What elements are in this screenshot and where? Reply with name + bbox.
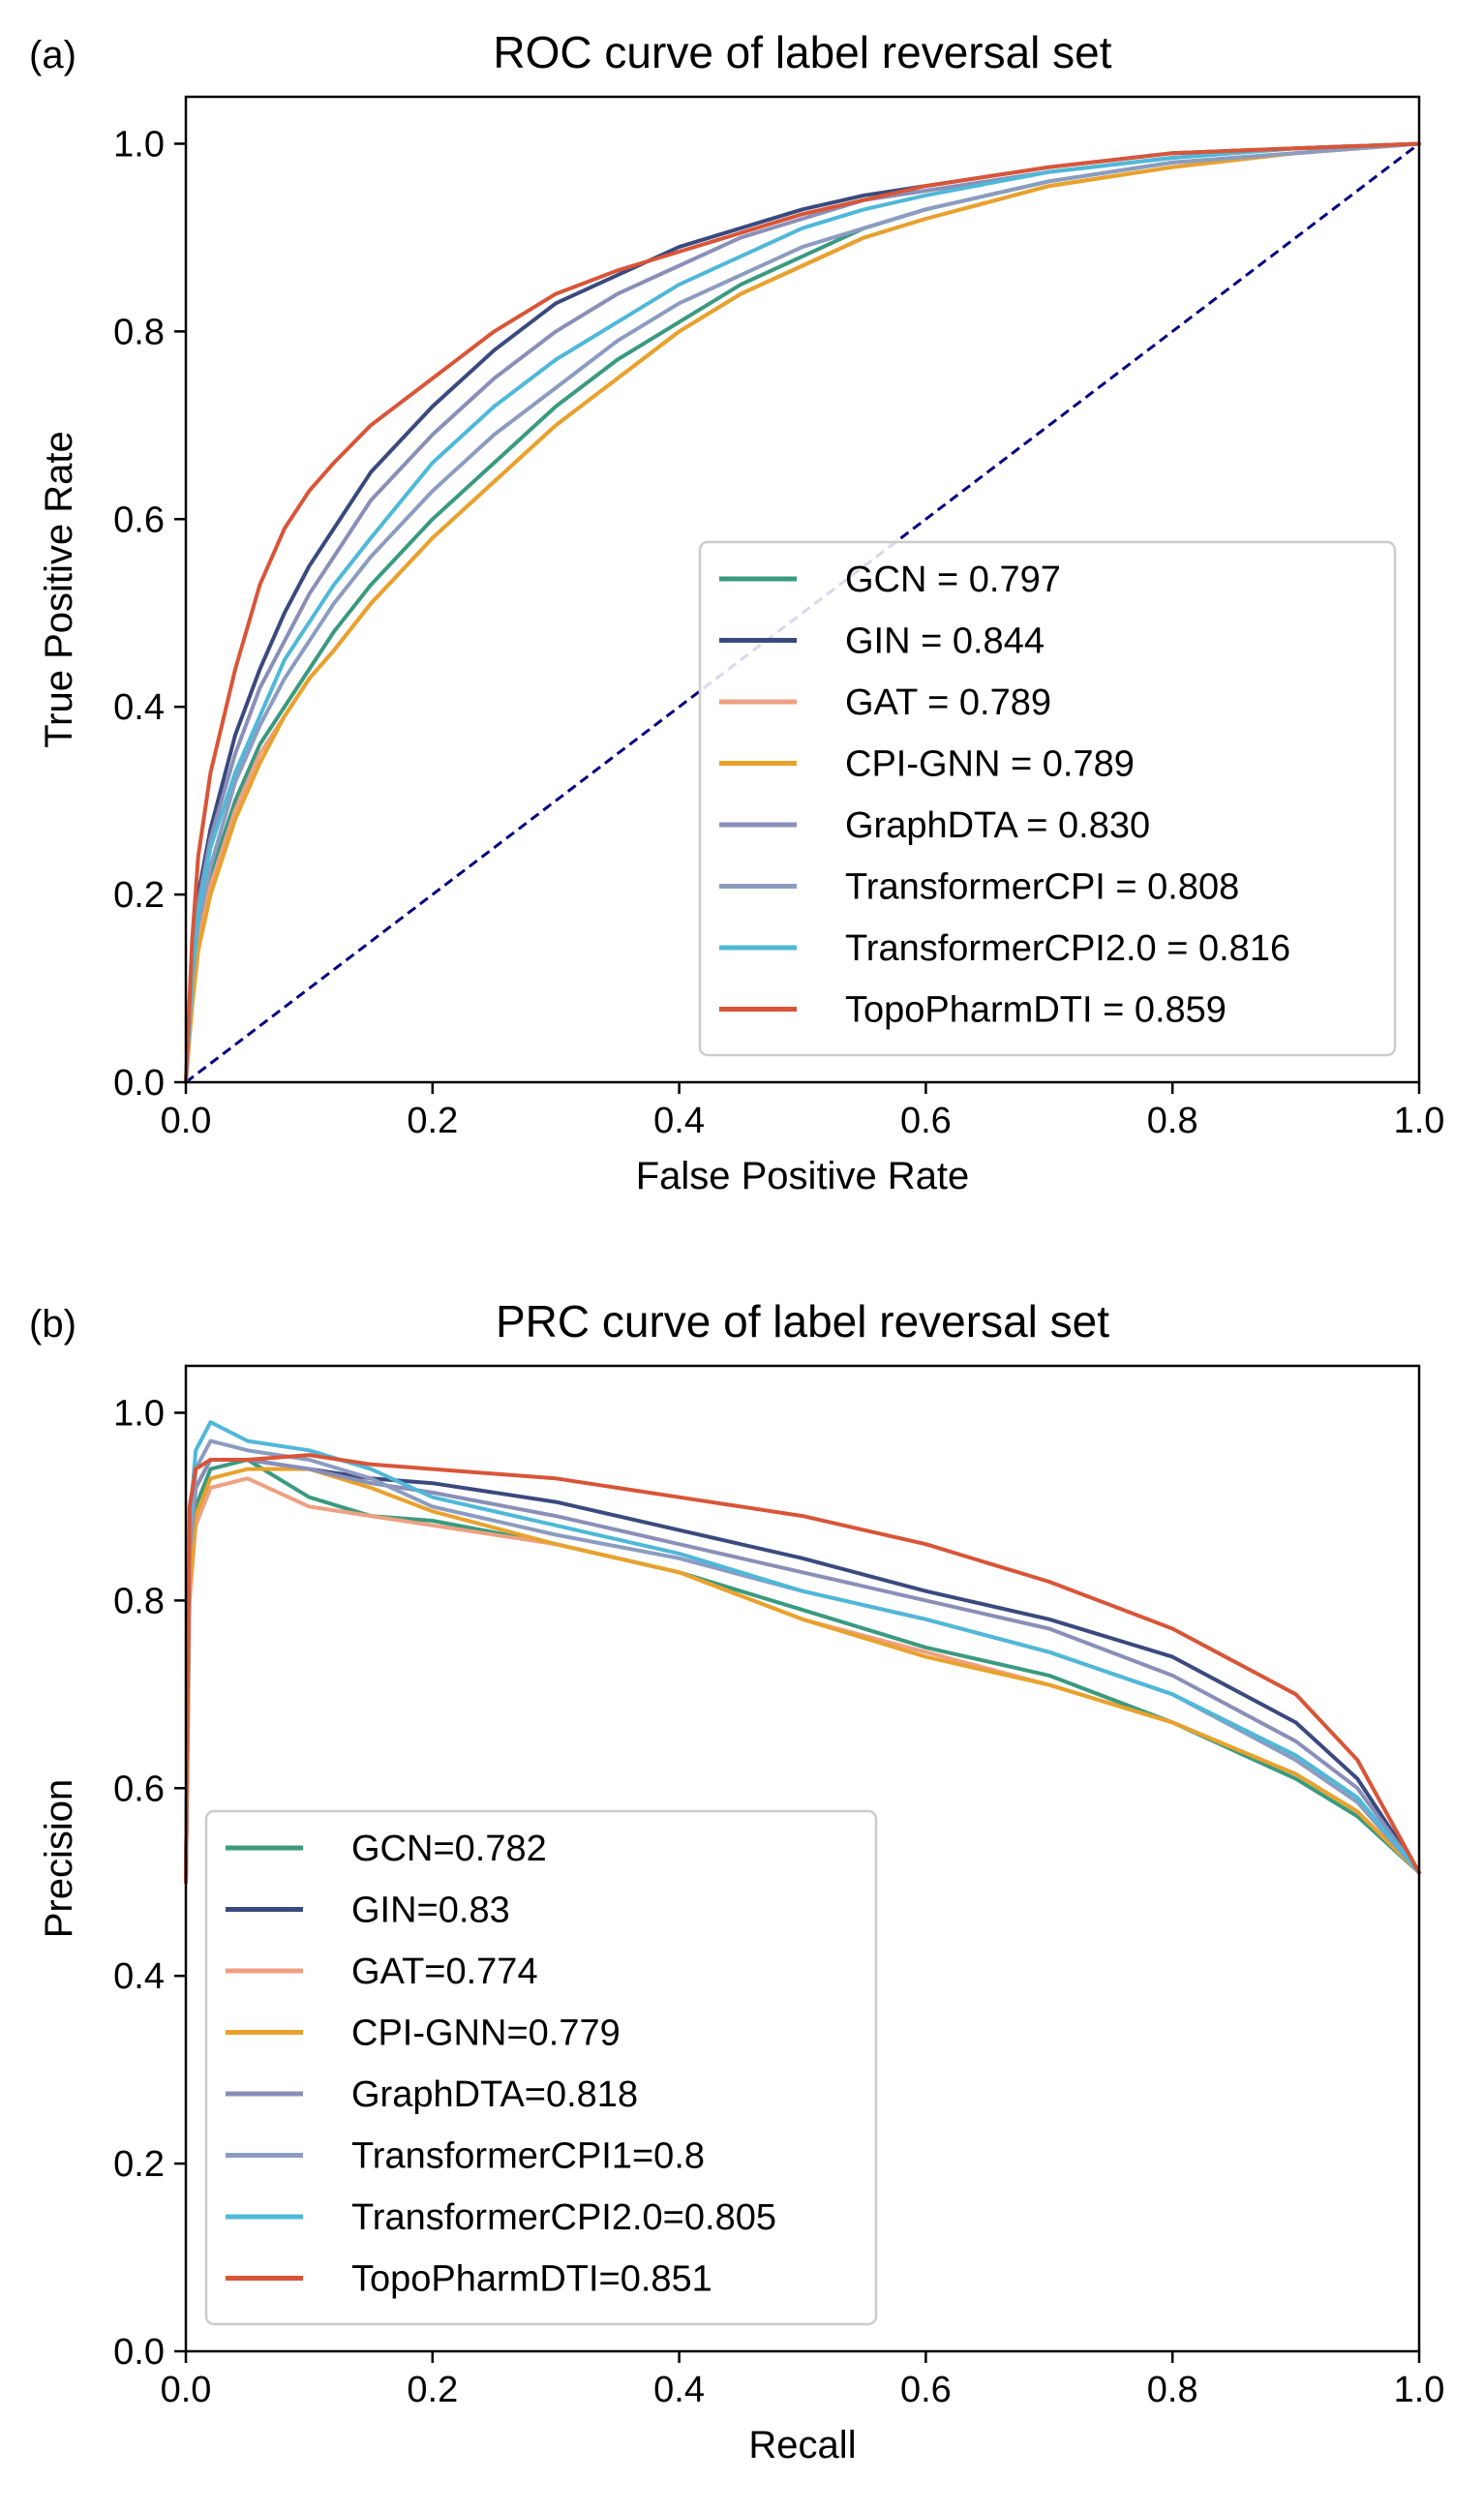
- legend-entry-5: TransformerCPI = 0.808: [845, 867, 1239, 908]
- legend: GCN=0.782 GIN=0.83 GAT=0.774 CPI-GNN=0.779 G…: [204, 1809, 878, 2326]
- series-line-7: [184, 1453, 1421, 1885]
- chart-title: ROC curve of label reversal set: [493, 27, 1111, 77]
- x-tick-label: 0.8: [1147, 2370, 1198, 2410]
- y-axis-label: Precision: [38, 1779, 80, 1939]
- x-tick-label: 0.8: [1147, 1101, 1198, 1141]
- plot-frame: [184, 95, 1421, 1084]
- x-tick-label: 0.0: [161, 2370, 212, 2410]
- x-tick-label: 0.6: [900, 1101, 952, 1141]
- y-tick-label: 0.6: [113, 1769, 165, 1809]
- series-line-4: [184, 141, 1421, 1084]
- y-tick-label: 1.0: [113, 124, 165, 165]
- series-line-3: [184, 1467, 1421, 1885]
- x-tick-label: 0.2: [407, 1101, 458, 1141]
- series-line-6: [184, 1420, 1421, 1885]
- x-axis-label: Recall: [748, 2424, 856, 2466]
- y-tick-label: 0.8: [113, 1581, 165, 1621]
- legend: GCN = 0.797 GIN = 0.844 GAT = 0.789 CPI-GNN…: [698, 540, 1397, 1057]
- y-tick-label: 0.0: [113, 2332, 165, 2373]
- series-line-5: [184, 141, 1421, 1084]
- series-line-4: [184, 1458, 1421, 1885]
- series-line-7: [184, 141, 1421, 1084]
- chart-title: PRC curve of label reversal set: [496, 1296, 1109, 1346]
- legend-entry-6: TransformerCPI2.0 = 0.816: [845, 928, 1290, 969]
- x-tick-label: 0.4: [653, 1101, 705, 1141]
- legend-entry-0: GCN = 0.797: [845, 560, 1061, 600]
- legend-entry-2: GAT = 0.789: [845, 682, 1051, 723]
- legend-entry-6: TransformerCPI2.0=0.805: [351, 2197, 776, 2238]
- x-axis-label: False Positive Rate: [636, 1155, 970, 1197]
- x-tick-label: 0.2: [407, 2370, 458, 2410]
- x-tick-label: 0.0: [161, 1101, 212, 1141]
- legend-entry-2: GAT=0.774: [351, 1951, 538, 1992]
- legend-entry-4: GraphDTA=0.818: [351, 2074, 638, 2115]
- y-tick-label: 0.2: [113, 875, 165, 916]
- x-tick-label: 1.0: [1394, 1101, 1445, 1141]
- series-line-6: [184, 141, 1421, 1084]
- y-tick-label: 0.2: [113, 2144, 165, 2185]
- legend-entry-1: GIN = 0.844: [845, 621, 1045, 662]
- legend-box: [698, 540, 1397, 1057]
- x-tick-label: 1.0: [1394, 2370, 1445, 2410]
- x-tick-label: 0.6: [900, 2370, 952, 2410]
- legend-entry-1: GIN=0.83: [351, 1891, 510, 1931]
- prc-panel: (b) PRC curve of label reversal set 0.0 0.2…: [29, 1296, 1444, 2466]
- legend-entry-4: GraphDTA = 0.830: [845, 805, 1150, 846]
- y-tick-label: 0.8: [113, 312, 165, 352]
- legend-entry-3: CPI-GNN = 0.789: [845, 744, 1135, 785]
- series-line-3: [184, 141, 1421, 1084]
- roc-panel: (a) ROC curve of label reversal set 0.0 0.2…: [29, 27, 1444, 1197]
- y-axis-label: True Positive Rate: [38, 431, 80, 748]
- legend-entry-3: CPI-GNN=0.779: [351, 2013, 621, 2054]
- y-tick-label: 1.0: [113, 1393, 165, 1434]
- x-tick-label: 0.4: [653, 2370, 705, 2410]
- plot-frame: [184, 1364, 1421, 2353]
- y-tick-label: 0.6: [113, 499, 165, 540]
- legend-box: [204, 1809, 878, 2326]
- panel-label: (a): [29, 34, 76, 76]
- legend-entry-0: GCN=0.782: [351, 1829, 547, 1869]
- legend-entry-7: TopoPharmDTI = 0.859: [845, 990, 1227, 1031]
- legend-entry-7: TopoPharmDTI=0.851: [351, 2259, 712, 2300]
- panel-label: (b): [29, 1303, 76, 1346]
- y-tick-label: 0.4: [113, 1956, 165, 1997]
- legend-entry-5: TransformerCPI1=0.8: [351, 2136, 705, 2177]
- y-tick-label: 0.4: [113, 687, 165, 728]
- y-tick-label: 0.0: [113, 1063, 165, 1104]
